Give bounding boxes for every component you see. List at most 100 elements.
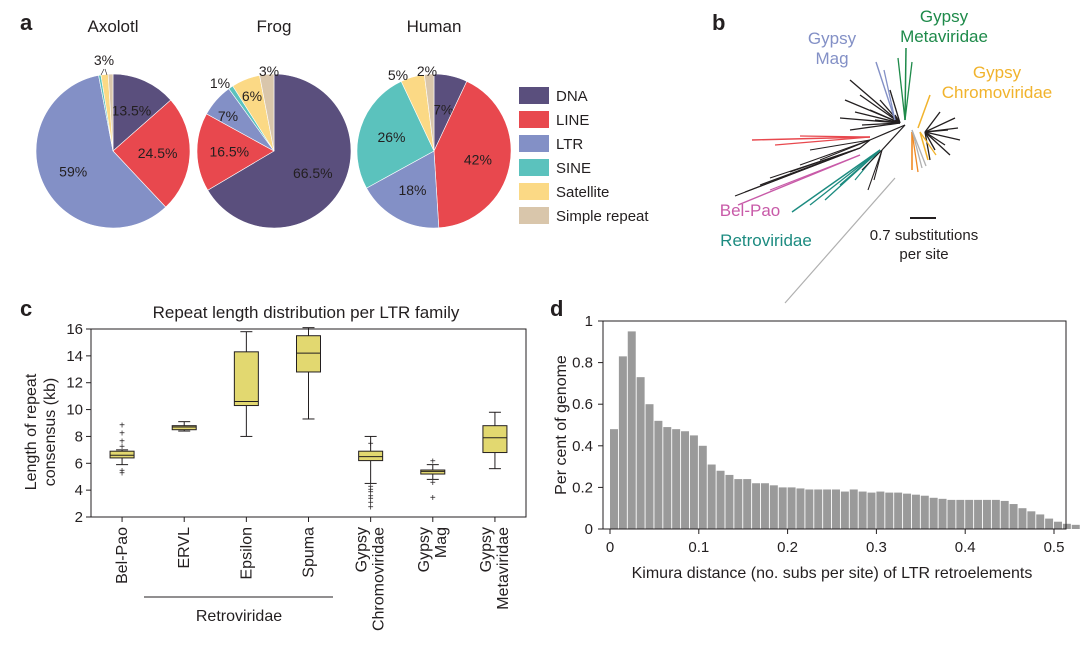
tree-branch: [809, 139, 871, 151]
histogram-bar: [1054, 521, 1062, 529]
box-spuma: [296, 335, 321, 373]
y-tick-label-0.8: 0.8: [572, 355, 593, 372]
pie-label-axolotl-line: 24.5%: [138, 145, 178, 161]
phylogenetic-tree: GypsyMetaviridaeGypsyMagGypsyChromovirid…: [720, 7, 1053, 304]
tree-branch: [911, 129, 927, 167]
tree-branch: [924, 117, 956, 133]
histogram-bar: [938, 498, 947, 529]
box-x-label-gypsy-metaviridae-1: Metaviridae: [495, 527, 512, 610]
y-tick-label-14: 14: [66, 348, 83, 365]
x-tick-label-0.3: 0.3: [866, 539, 887, 556]
y-tick-label-10: 10: [66, 402, 83, 419]
histogram-bar: [743, 479, 752, 529]
pie-label-human-dna: 7%: [433, 102, 453, 118]
box-gypsy-chromoviridae: [358, 450, 384, 462]
tree-branch: [859, 139, 871, 149]
clade-label-retroviridae-0: Retroviridae: [720, 231, 812, 250]
y-tick-label-12: 12: [66, 375, 83, 392]
histogram-bar: [947, 499, 956, 529]
clade-label-gypsy-chromoviridae-0: Gypsy: [973, 63, 1022, 82]
retroviridae-group-label: Retroviridae: [196, 608, 282, 625]
outlier-gypsy-chromoviridae: +: [368, 498, 374, 509]
legend-label-simple-repeat: Simple repeat: [556, 208, 649, 225]
tree-branch: [924, 131, 931, 161]
tree-branch: [875, 61, 896, 121]
clade-label-gypsy-chromoviridae-1: Chromoviridae: [942, 83, 1053, 102]
histogram-bar: [867, 492, 876, 529]
histogram-bars: [610, 331, 1080, 529]
clade-label-gypsy-mag-0: Gypsy: [808, 29, 857, 48]
histogram-bar: [1062, 523, 1071, 529]
y-tick-label-4: 4: [75, 482, 83, 499]
clade-label-gypsy-metaviridae-1: Metaviridae: [900, 27, 988, 46]
histogram-bar: [1000, 500, 1009, 529]
tree-branch: [784, 177, 896, 304]
outlier-bel-pao: +: [119, 420, 125, 431]
legend-label-ltr: LTR: [556, 136, 583, 153]
histogram-bar: [832, 489, 840, 529]
y-tick-label-6: 6: [75, 455, 83, 472]
histogram-bar: [707, 464, 716, 529]
y-tick-label-16: 16: [66, 321, 83, 338]
outlier-bel-pao: +: [119, 436, 125, 447]
pie-label-frog-sine: 1%: [210, 75, 230, 91]
pie-label-human-ltr: 18%: [398, 182, 426, 198]
y-tick-label-0.4: 0.4: [572, 438, 593, 455]
histogram: 0 0.1 0.2 0.3 0.4 0.5 0 0.2 0.4 0.6 0.8 1 Kimura di…: [553, 313, 1080, 582]
tree-branch: [894, 114, 901, 124]
tree-branch: [919, 131, 937, 156]
tree-branch: [789, 147, 861, 173]
outlier-gypsy-chromoviridae: +: [368, 439, 374, 450]
legend-swatch-line: [519, 111, 549, 128]
histogram-bar: [1009, 504, 1018, 529]
pie-slice-human-ltr: [366, 150, 440, 229]
y-tick-label-2: 2: [75, 509, 83, 526]
outlier-gypsy-chromoviridae: +: [368, 487, 374, 498]
tree-branch: [924, 127, 959, 133]
y-tick-label-0.6: 0.6: [572, 396, 593, 413]
box-x-label-ervl-0: ERVL: [176, 527, 193, 569]
tree-branch: [881, 124, 906, 151]
outlier-gypsy-chromoviridae: +: [368, 485, 374, 496]
pie-label-human-satellite: 5%: [388, 67, 408, 83]
box-gypsy-metaviridae: [482, 425, 508, 454]
outlier-bel-pao: +: [119, 442, 125, 453]
tree-branch: [919, 131, 929, 161]
outlier-gypsy-chromoviridae: +: [368, 492, 374, 503]
pie-slice-axolotl-ltr: [35, 75, 167, 229]
histogram-bar: [876, 491, 885, 529]
y-tick-label-0.2: 0.2: [572, 479, 593, 496]
histogram-bar: [991, 499, 1000, 529]
histogram-bar: [689, 435, 698, 529]
box-bel-pao: [109, 450, 135, 459]
box-x-label-gypsy-chromoviridae-1: Chromoviridae: [371, 527, 388, 631]
pie-label-frog-ltr: 7%: [218, 108, 238, 124]
pie-label-frog-dna: 66.5%: [293, 165, 333, 181]
histogram-bar: [716, 470, 725, 529]
clade-label-gypsy-metaviridae-0: Gypsy: [920, 7, 969, 26]
legend-swatch-sine: [519, 159, 549, 176]
histogram-bar: [796, 488, 805, 529]
boxes: +++++++++++++++++: [109, 327, 508, 513]
histogram-bar: [911, 494, 920, 529]
tree-branch: [839, 149, 881, 186]
tree-branch: [849, 79, 901, 124]
tree-branch: [751, 136, 871, 141]
pie-slice-axolotl-simple-repeat: [107, 73, 114, 152]
tree-branches: [734, 47, 961, 304]
histogram-bar: [734, 479, 743, 529]
histogram-bar: [1036, 514, 1045, 529]
histogram-bar: [1018, 508, 1027, 529]
pie-label-axolotl-ltr: 59%: [59, 163, 87, 179]
pie-title-axolotl: Axolotl: [87, 17, 138, 36]
tree-branch: [904, 61, 913, 121]
outlier-bel-pao: +: [119, 428, 125, 439]
outlier-gypsy-chromoviridae: +: [368, 494, 374, 505]
histogram-bar: [965, 499, 974, 529]
pie-slice-axolotl-dna: [112, 73, 172, 152]
histogram-bar: [760, 483, 769, 529]
x-tick-label-0: 0: [606, 539, 614, 556]
pie-label-frog-line: 16.5%: [209, 144, 249, 160]
pie-slice-frog-line: [196, 113, 275, 191]
outlier-bel-pao: +: [119, 469, 125, 480]
